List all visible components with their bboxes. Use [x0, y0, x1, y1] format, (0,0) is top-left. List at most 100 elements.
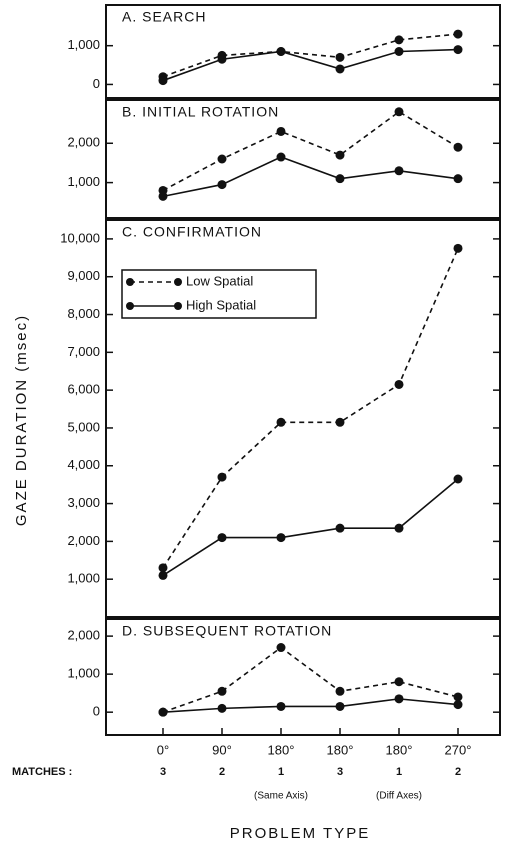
y-axis-label: GAZE DURATION (msec) — [13, 314, 30, 526]
data-point — [453, 142, 463, 152]
x-tick-label: 180° — [327, 742, 354, 757]
y-tick-label: 2,000 — [67, 628, 100, 643]
series-line — [162, 33, 459, 78]
legend-label: High Spatial — [186, 297, 256, 312]
panel-frame — [105, 4, 501, 99]
series-line — [162, 48, 459, 82]
y-tick-label: 2,000 — [67, 135, 100, 150]
series-line — [162, 698, 459, 713]
panel-title: B. INITIAL ROTATION — [122, 104, 279, 120]
data-point — [158, 707, 168, 717]
data-point — [394, 379, 404, 389]
panel-frame — [105, 99, 501, 219]
data-point — [276, 533, 286, 543]
data-point — [335, 701, 345, 711]
panel-title: C. CONFIRMATION — [122, 224, 262, 240]
data-point — [453, 700, 463, 710]
data-point — [158, 563, 168, 573]
x-tick-label: 0° — [157, 742, 169, 757]
data-point — [158, 191, 168, 201]
data-point — [394, 166, 404, 176]
data-point — [453, 174, 463, 184]
y-tick-label: 0 — [93, 704, 100, 719]
x-tick-label: 180° — [386, 742, 413, 757]
series-line — [162, 646, 459, 713]
category-note: (Diff Axes) — [376, 791, 422, 802]
y-tick-label: 7,000 — [67, 344, 100, 359]
data-point — [394, 677, 404, 687]
data-point — [394, 523, 404, 533]
data-point — [217, 472, 227, 482]
y-tick-label: 6,000 — [67, 382, 100, 397]
matches-value: 1 — [278, 766, 284, 778]
data-point — [276, 701, 286, 711]
data-point — [335, 174, 345, 184]
data-point — [276, 417, 286, 427]
y-tick-label: 0 — [93, 76, 100, 91]
matches-value: 3 — [337, 766, 343, 778]
legend-dot — [126, 278, 134, 286]
legend-dot — [174, 278, 182, 286]
data-point — [453, 243, 463, 253]
data-point — [217, 154, 227, 164]
data-point — [335, 686, 345, 696]
series-line — [162, 110, 459, 192]
data-point — [158, 76, 168, 86]
panel-title: A. SEARCH — [122, 9, 206, 25]
data-point — [158, 570, 168, 580]
series-line — [162, 478, 459, 577]
data-point — [217, 180, 227, 190]
data-point — [453, 29, 463, 39]
category-note: (Same Axis) — [254, 791, 308, 802]
data-point — [217, 54, 227, 64]
data-point — [335, 52, 345, 62]
x-tick-label: 270° — [445, 742, 472, 757]
data-point — [217, 703, 227, 713]
data-point — [453, 474, 463, 484]
matches-value: 3 — [160, 766, 166, 778]
matches-label: MATCHES : — [12, 766, 72, 778]
panel-frame — [105, 618, 501, 736]
y-tick-label: 2,000 — [67, 533, 100, 548]
y-tick-label: 1,000 — [67, 37, 100, 52]
data-point — [276, 126, 286, 136]
data-point — [394, 694, 404, 704]
data-point — [453, 45, 463, 55]
y-tick-label: 3,000 — [67, 495, 100, 510]
legend-dot — [126, 302, 134, 310]
x-axis-label: PROBLEM TYPE — [230, 825, 370, 842]
panel-title: D. SUBSEQUENT ROTATION — [122, 623, 332, 639]
data-point — [394, 107, 404, 117]
y-tick-label: 1,000 — [67, 666, 100, 681]
legend-box — [121, 269, 317, 319]
data-point — [276, 643, 286, 653]
data-point — [217, 533, 227, 543]
y-tick-label: 8,000 — [67, 306, 100, 321]
data-point — [335, 523, 345, 533]
y-tick-label: 9,000 — [67, 268, 100, 283]
y-tick-label: 5,000 — [67, 419, 100, 434]
x-tick-label: 90° — [212, 742, 232, 757]
y-tick-label: 10,000 — [60, 230, 100, 245]
data-point — [276, 47, 286, 56]
series-line — [162, 248, 459, 569]
data-point — [217, 686, 227, 696]
data-point — [335, 417, 345, 427]
data-point — [394, 47, 404, 56]
panel-frame — [105, 219, 501, 618]
y-tick-label: 4,000 — [67, 457, 100, 472]
legend-dot — [174, 302, 182, 310]
y-tick-label: 1,000 — [67, 174, 100, 189]
data-point — [394, 35, 404, 45]
data-point — [335, 64, 345, 74]
y-tick-label: 1,000 — [67, 571, 100, 586]
matches-value: 2 — [455, 766, 461, 778]
data-point — [276, 152, 286, 162]
matches-value: 1 — [396, 766, 402, 778]
legend-label: Low Spatial — [186, 273, 253, 288]
data-point — [453, 692, 463, 702]
x-tick-label: 180° — [268, 742, 295, 757]
series-line — [162, 156, 459, 198]
data-point — [335, 150, 345, 160]
